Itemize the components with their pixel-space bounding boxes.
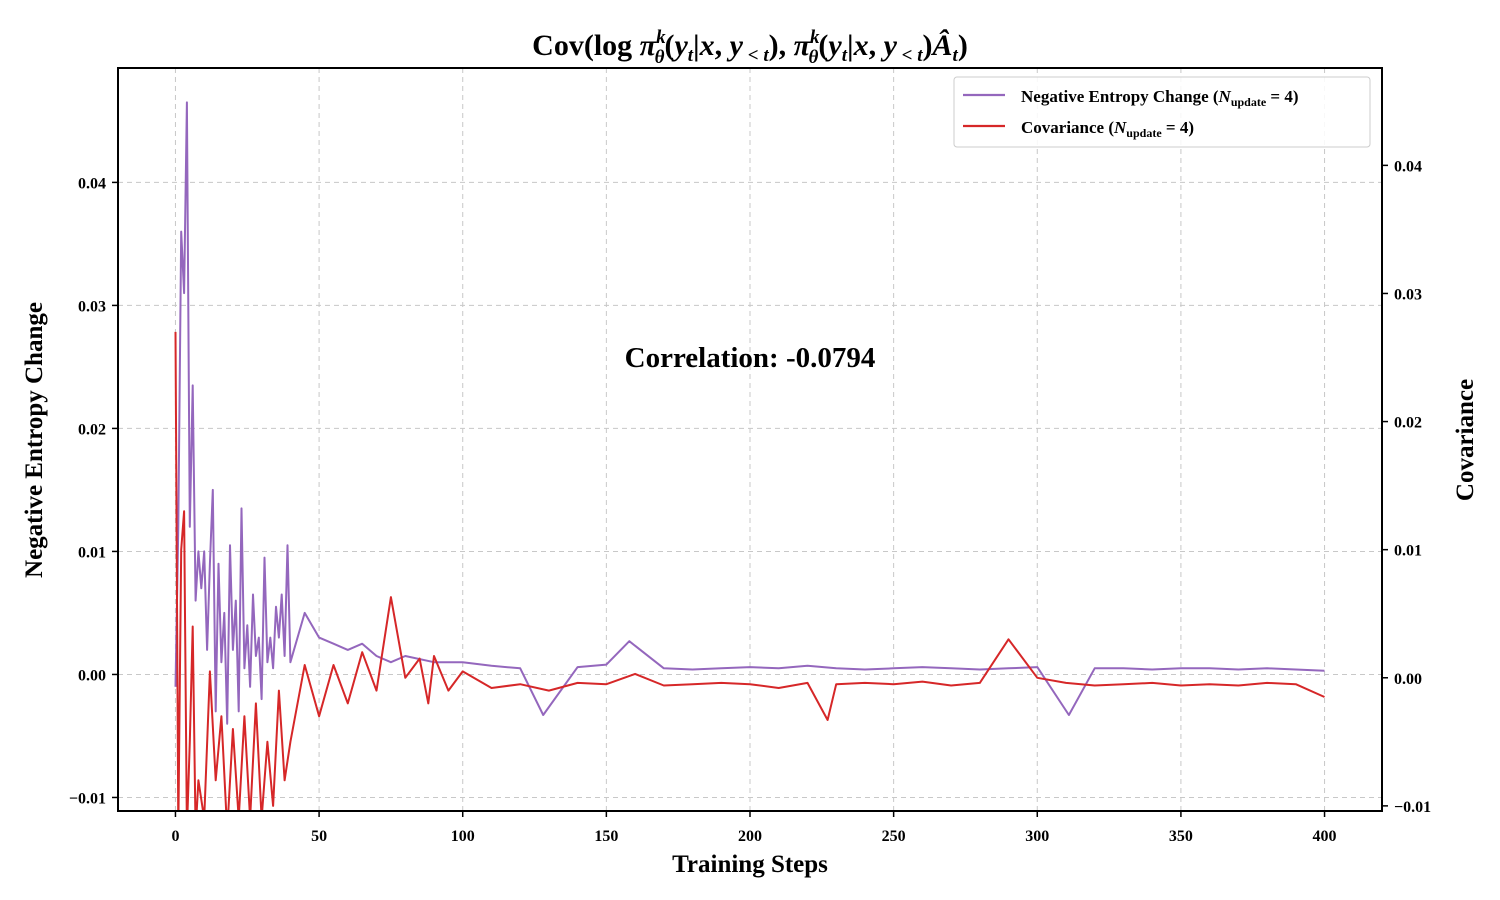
x-tick-label: 100 <box>451 828 475 845</box>
x-tick-label: 0 <box>171 828 179 845</box>
y-tick-left-label: 0.01 <box>78 544 106 561</box>
x-axis-title: Training Steps <box>672 851 828 878</box>
y-tick-right-label: 0.00 <box>1394 671 1422 688</box>
y-tick-left-label: 0.03 <box>78 298 106 315</box>
y-tick-left-label: 0.00 <box>78 667 106 684</box>
legend: Negative Entropy Change (Nupdate = 4) Co… <box>953 76 1371 148</box>
legend-box <box>953 76 1371 148</box>
x-tick-label: 50 <box>311 828 327 845</box>
legend-label-covariance: Covariance (Nupdate = 4) <box>1021 118 1194 140</box>
y-tick-left-label: −0.01 <box>69 790 106 807</box>
x-tick-label: 150 <box>594 828 618 845</box>
y-axis-right-title: Covariance <box>1452 379 1479 501</box>
y-tick-right-label: 0.02 <box>1394 415 1422 432</box>
series-line-covariance <box>174 331 1325 811</box>
series-layer <box>174 101 1325 811</box>
y-axis-right: −0.01 0.00 0.01 0.02 0.03 0.04 <box>1382 158 1431 816</box>
y-axis-left-title: Negative Entropy Change <box>21 302 48 578</box>
x-tick-label: 250 <box>882 828 906 845</box>
y-tick-right-label: −0.01 <box>1394 799 1431 816</box>
series-line-negative-entropy <box>174 101 1325 725</box>
x-tick-label: 200 <box>738 828 762 845</box>
y-tick-left-label: 0.04 <box>78 175 106 192</box>
y-axis-left: −0.01 0.00 0.01 0.02 0.03 0.04 <box>69 175 118 807</box>
x-axis: 0 50 100 150 200 250 300 350 400 <box>171 811 1337 845</box>
legend-label-negative-entropy: Negative Entropy Change (Nupdate = 4) <box>1021 87 1299 109</box>
x-tick-label: 300 <box>1025 828 1049 845</box>
y-tick-right-label: 0.04 <box>1394 158 1422 175</box>
chart-title: Cov(log πk θ(yt|x, y < t), πk θ(yt|x, y < … <box>532 27 968 68</box>
y-tick-right-label: 0.03 <box>1394 286 1422 303</box>
y-tick-right-label: 0.01 <box>1394 543 1422 560</box>
x-tick-label: 400 <box>1313 828 1337 845</box>
correlation-annotation: Correlation: -0.0794 <box>625 342 876 374</box>
y-tick-left-label: 0.02 <box>78 421 106 438</box>
grid-lines <box>118 68 1382 811</box>
x-tick-label: 350 <box>1169 828 1193 845</box>
